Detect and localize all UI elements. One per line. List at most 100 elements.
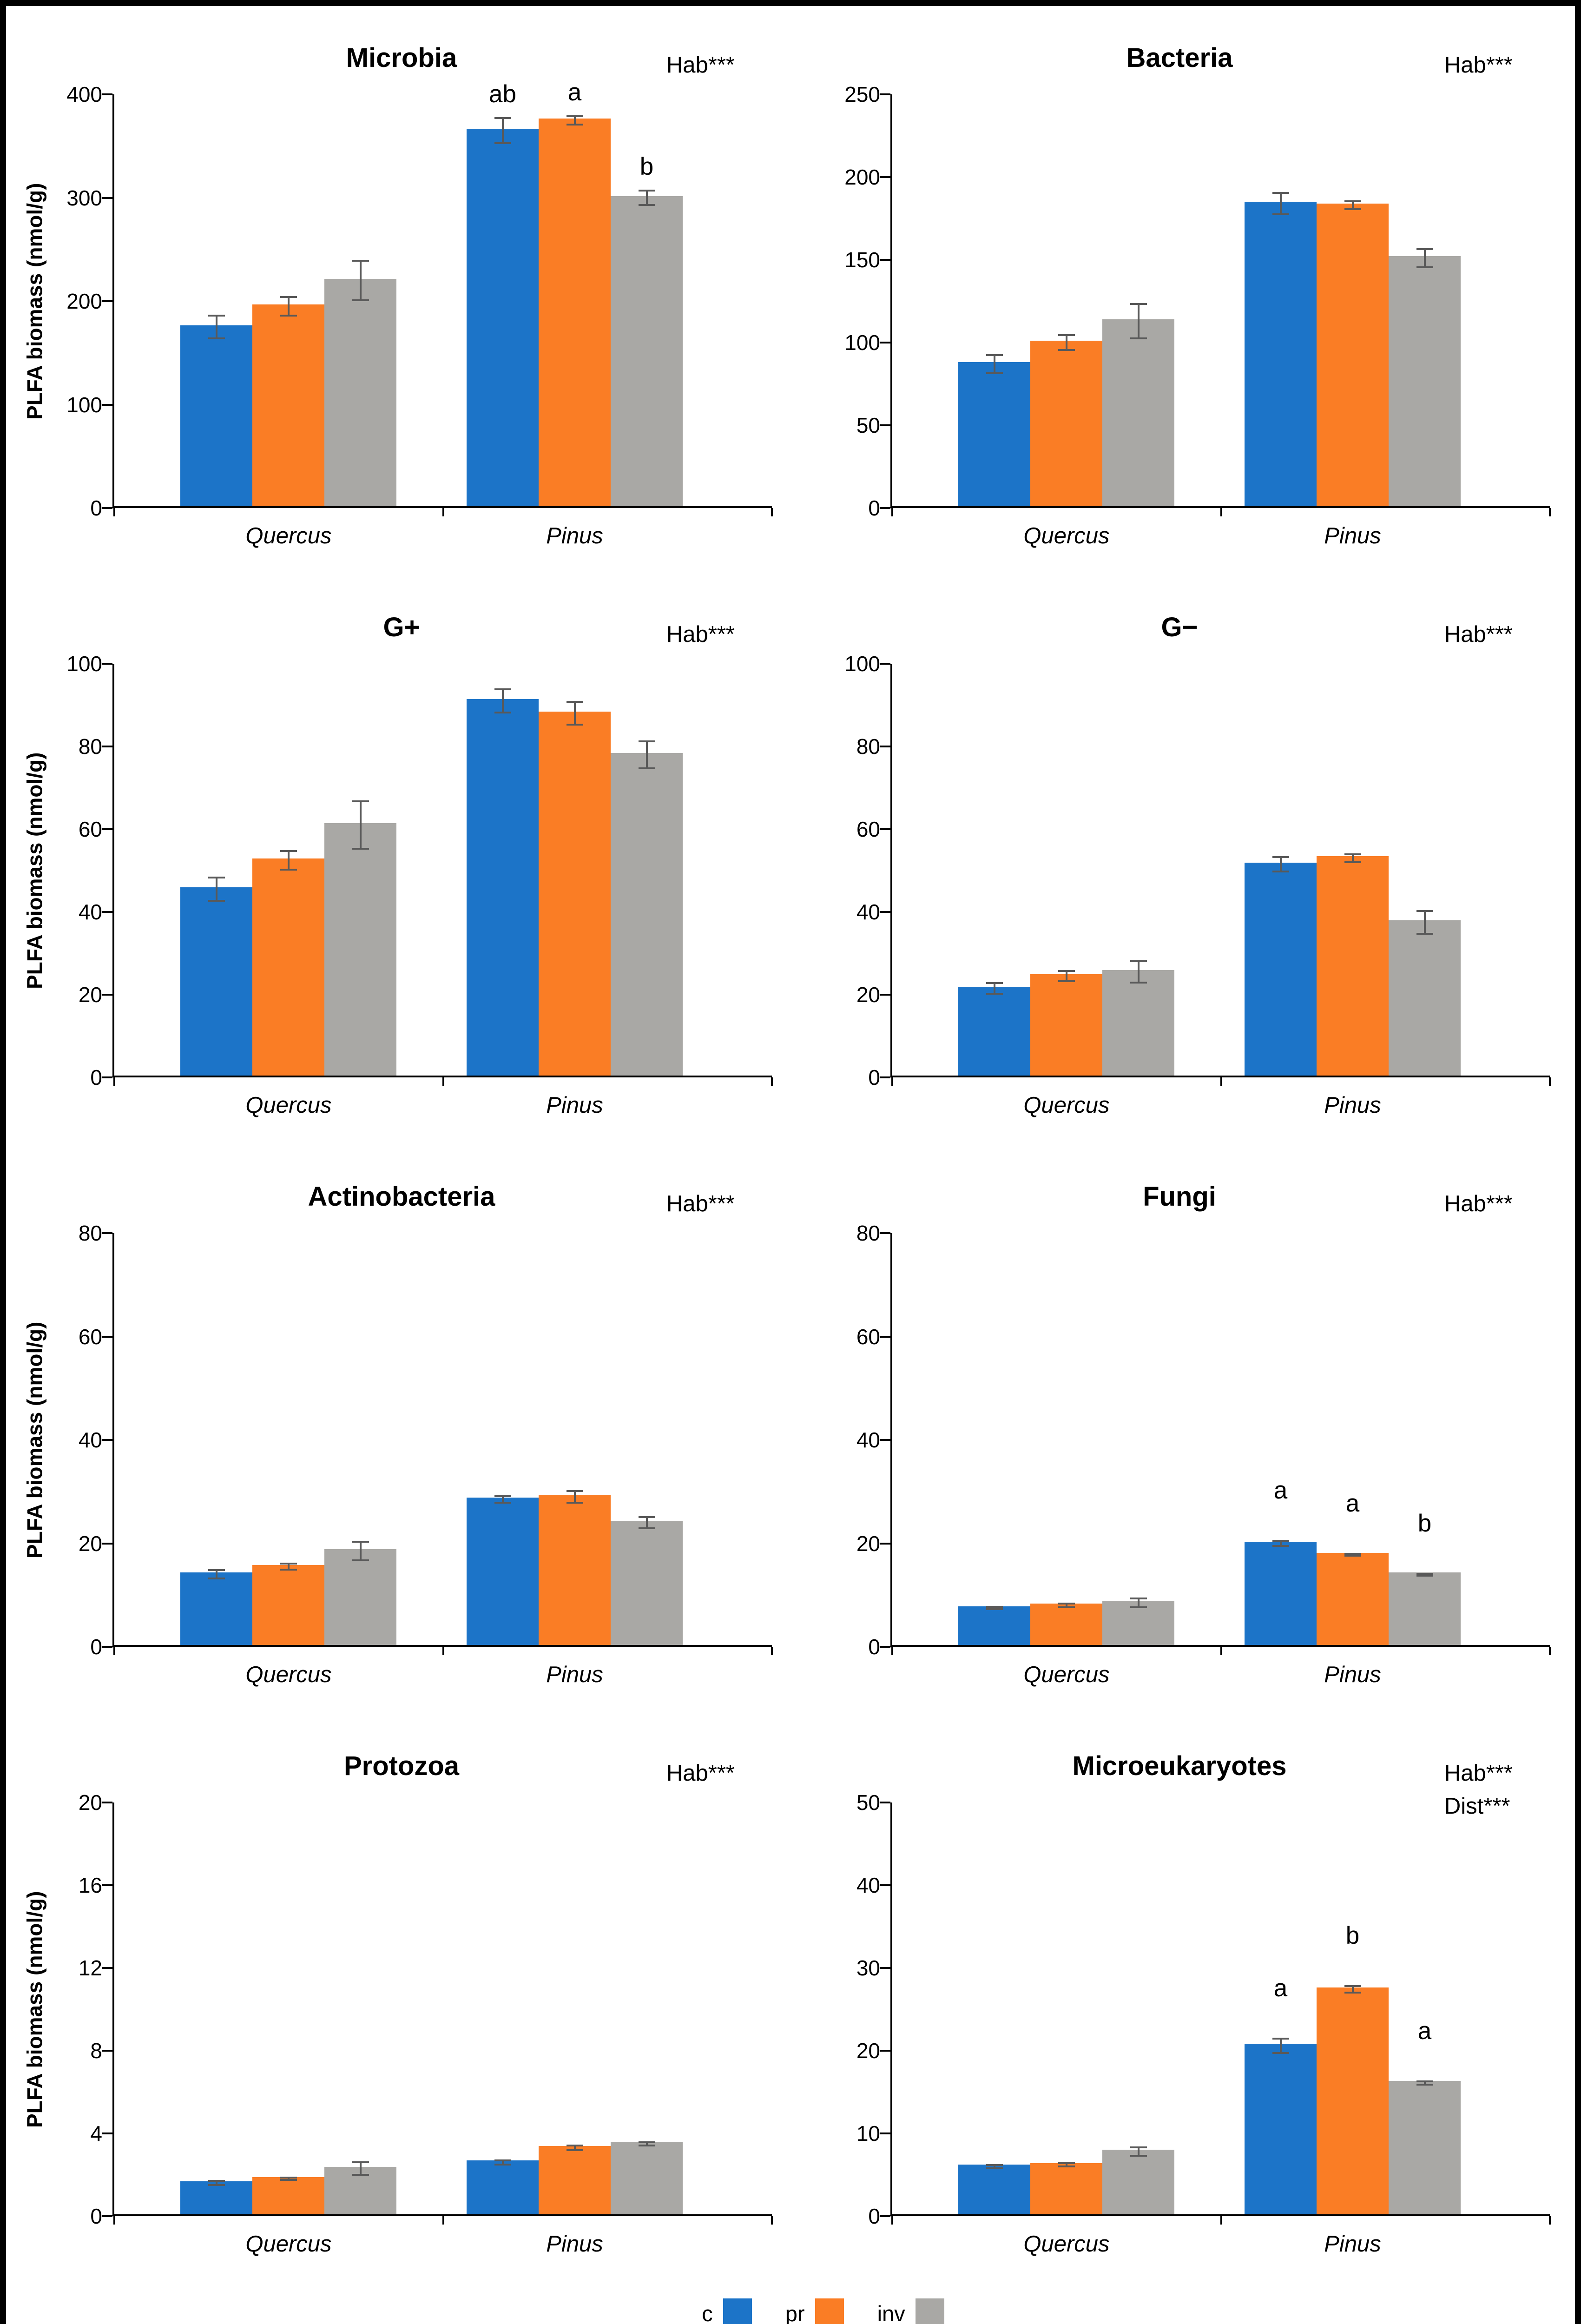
x-tick-mark [1549, 1077, 1551, 1086]
error-bar-inv-pinus [1416, 2080, 1433, 2086]
error-bar-cap [566, 2149, 583, 2151]
significance-annotation: Hab*** [666, 1191, 735, 1216]
error-bar-stem [1137, 303, 1140, 339]
y-tick-label: 20 [856, 2039, 880, 2063]
y-tick-mark [102, 1232, 112, 1234]
y-tick-mark [102, 93, 112, 95]
y-tick-mark [880, 1542, 890, 1545]
y-tick-label: 0 [90, 2204, 102, 2228]
error-bar-stem [1137, 960, 1140, 984]
x-tick-mark [1220, 1647, 1222, 1655]
x-tick-mark [1549, 508, 1551, 516]
x-category-label-pinus: Pinus [546, 523, 603, 548]
error-bar-stem [1279, 1539, 1282, 1547]
bar-pr-quercus [252, 304, 325, 506]
bar-pr-pinus [1317, 1552, 1389, 1645]
error-bar-stem [646, 2141, 648, 2146]
x-tick-mark [113, 1647, 115, 1655]
x-category-label-pinus: Pinus [1324, 2232, 1381, 2257]
plot-area: Quercus a b a Pinus [880, 1802, 1551, 2257]
charts-grid: Microbia Hab*** PLFA biomass (nmol/g) 0 100 2… [6, 6, 1575, 2293]
error-bar-stem [501, 2159, 504, 2166]
error-bar-cap [638, 2144, 655, 2146]
chart-annotations: Hab*** [666, 1188, 735, 1221]
y-tick-mark [880, 2215, 890, 2217]
y-tick-mark [880, 1802, 890, 1803]
plot-area: Quercus Pinus [102, 663, 773, 1118]
y-tick-mark [102, 2133, 112, 2134]
y-tick-mark [880, 176, 890, 178]
error-bar-cap [1058, 1606, 1075, 1608]
y-tick-gutter: 0 4 8 12 16 20 [57, 1790, 112, 2228]
error-bar-pr-pinus [1344, 853, 1361, 863]
error-bar-inv-quercus [1130, 1598, 1147, 1608]
y-tick-mark [102, 1076, 112, 1078]
plot-row: PLFA biomass (nmol/g) 0 4 8 12 16 20 Quercus Pin… [13, 1790, 790, 2257]
error-bar-pr-quercus [280, 1562, 297, 1571]
error-bar-pr-pinus [1344, 200, 1361, 211]
x-category-label-pinus: Pinus [546, 2232, 603, 2257]
error-bar-cap [1344, 1992, 1361, 1994]
legend-item-inv: inv [877, 2298, 944, 2324]
error-bar-c-quercus [208, 877, 225, 902]
error-bar-stem [1423, 248, 1426, 268]
y-tick-label: 10 [856, 2121, 880, 2146]
y-tick-label: 100 [844, 330, 880, 355]
error-bar-cap [986, 372, 1003, 374]
y-tick-label: 400 [66, 82, 102, 106]
bar-c-pinus [467, 699, 539, 1076]
x-category-label-quercus: Quercus [1023, 1662, 1110, 1687]
bar-pr-pinus [1317, 856, 1389, 1076]
error-bar-inv-pinus [1416, 248, 1433, 268]
y-tick-mark [880, 259, 890, 261]
error-bar-stem [501, 688, 504, 713]
error-bar-cap [638, 1527, 655, 1530]
chart-annotations: Hab*** [666, 1757, 735, 1790]
error-bar-stem [993, 1606, 995, 1610]
legend-label-pr: pr [785, 2301, 805, 2324]
chart-panel-g: G+ Hab*** PLFA biomass (nmol/g) 0 20 40 60 80 10… [13, 585, 790, 1154]
bar-c-pinus [1245, 2044, 1317, 2214]
y-tick-mark [102, 663, 112, 665]
significance-letter: a [1273, 1974, 1288, 2002]
error-bar-stem [287, 296, 290, 317]
chart-panel-actinobacteria: Actinobacteria Hab*** PLFA biomass (nmol/g… [13, 1154, 790, 1723]
y-axis-title [790, 94, 835, 508]
error-bar-cap [280, 1569, 297, 1571]
x-tick-mark [891, 508, 893, 516]
error-bar-stem [1351, 853, 1354, 863]
significance-annotation: Hab*** [1444, 1761, 1513, 1786]
bar-pr-pinus [539, 1495, 611, 1645]
error-bar-stem [646, 189, 648, 206]
error-bar-cap [1416, 2083, 1433, 2086]
x-tick-mark [771, 508, 773, 516]
y-tick-label: 4 [90, 2121, 102, 2146]
y-axis-title: PLFA biomass (nmol/g) [13, 664, 57, 1077]
error-bar-stem [573, 1490, 576, 1504]
error-bar-c-quercus [208, 1569, 225, 1580]
chart-panel-fungi: Fungi Hab*** 0 20 40 60 80 Quercus a a b Pinus [790, 1154, 1568, 1723]
error-bar-stem [1137, 2146, 1140, 2157]
x-tick-mark [442, 1647, 444, 1655]
y-tick-label: 0 [90, 496, 102, 520]
x-tick-mark [1549, 2216, 1551, 2225]
error-bar-cap [352, 1559, 369, 1562]
y-tick-gutter: 0 20 40 60 80 100 [835, 652, 890, 1089]
error-bar-stem [1065, 1603, 1067, 1608]
error-bar-cap [1344, 1555, 1361, 1557]
error-bar-cap [1130, 981, 1147, 984]
chart-title-bacteria: Bacteria [1126, 43, 1233, 73]
error-bar-cap [494, 142, 511, 144]
error-bar-stem [1351, 1985, 1354, 1994]
y-tick-label: 50 [856, 413, 880, 437]
y-tick-mark [102, 300, 112, 302]
legend-item-c: c [702, 2298, 752, 2324]
bar-inv-pinus [611, 753, 683, 1076]
bar-pr-pinus [539, 711, 611, 1076]
error-bar-cap [208, 337, 225, 340]
x-category-label-quercus: Quercus [245, 1093, 332, 1118]
error-bar-inv-quercus [1130, 960, 1147, 984]
error-bar-stem [1137, 1598, 1140, 1608]
bar-inv-quercus [1102, 2150, 1175, 2214]
bar-c-pinus [467, 128, 539, 506]
